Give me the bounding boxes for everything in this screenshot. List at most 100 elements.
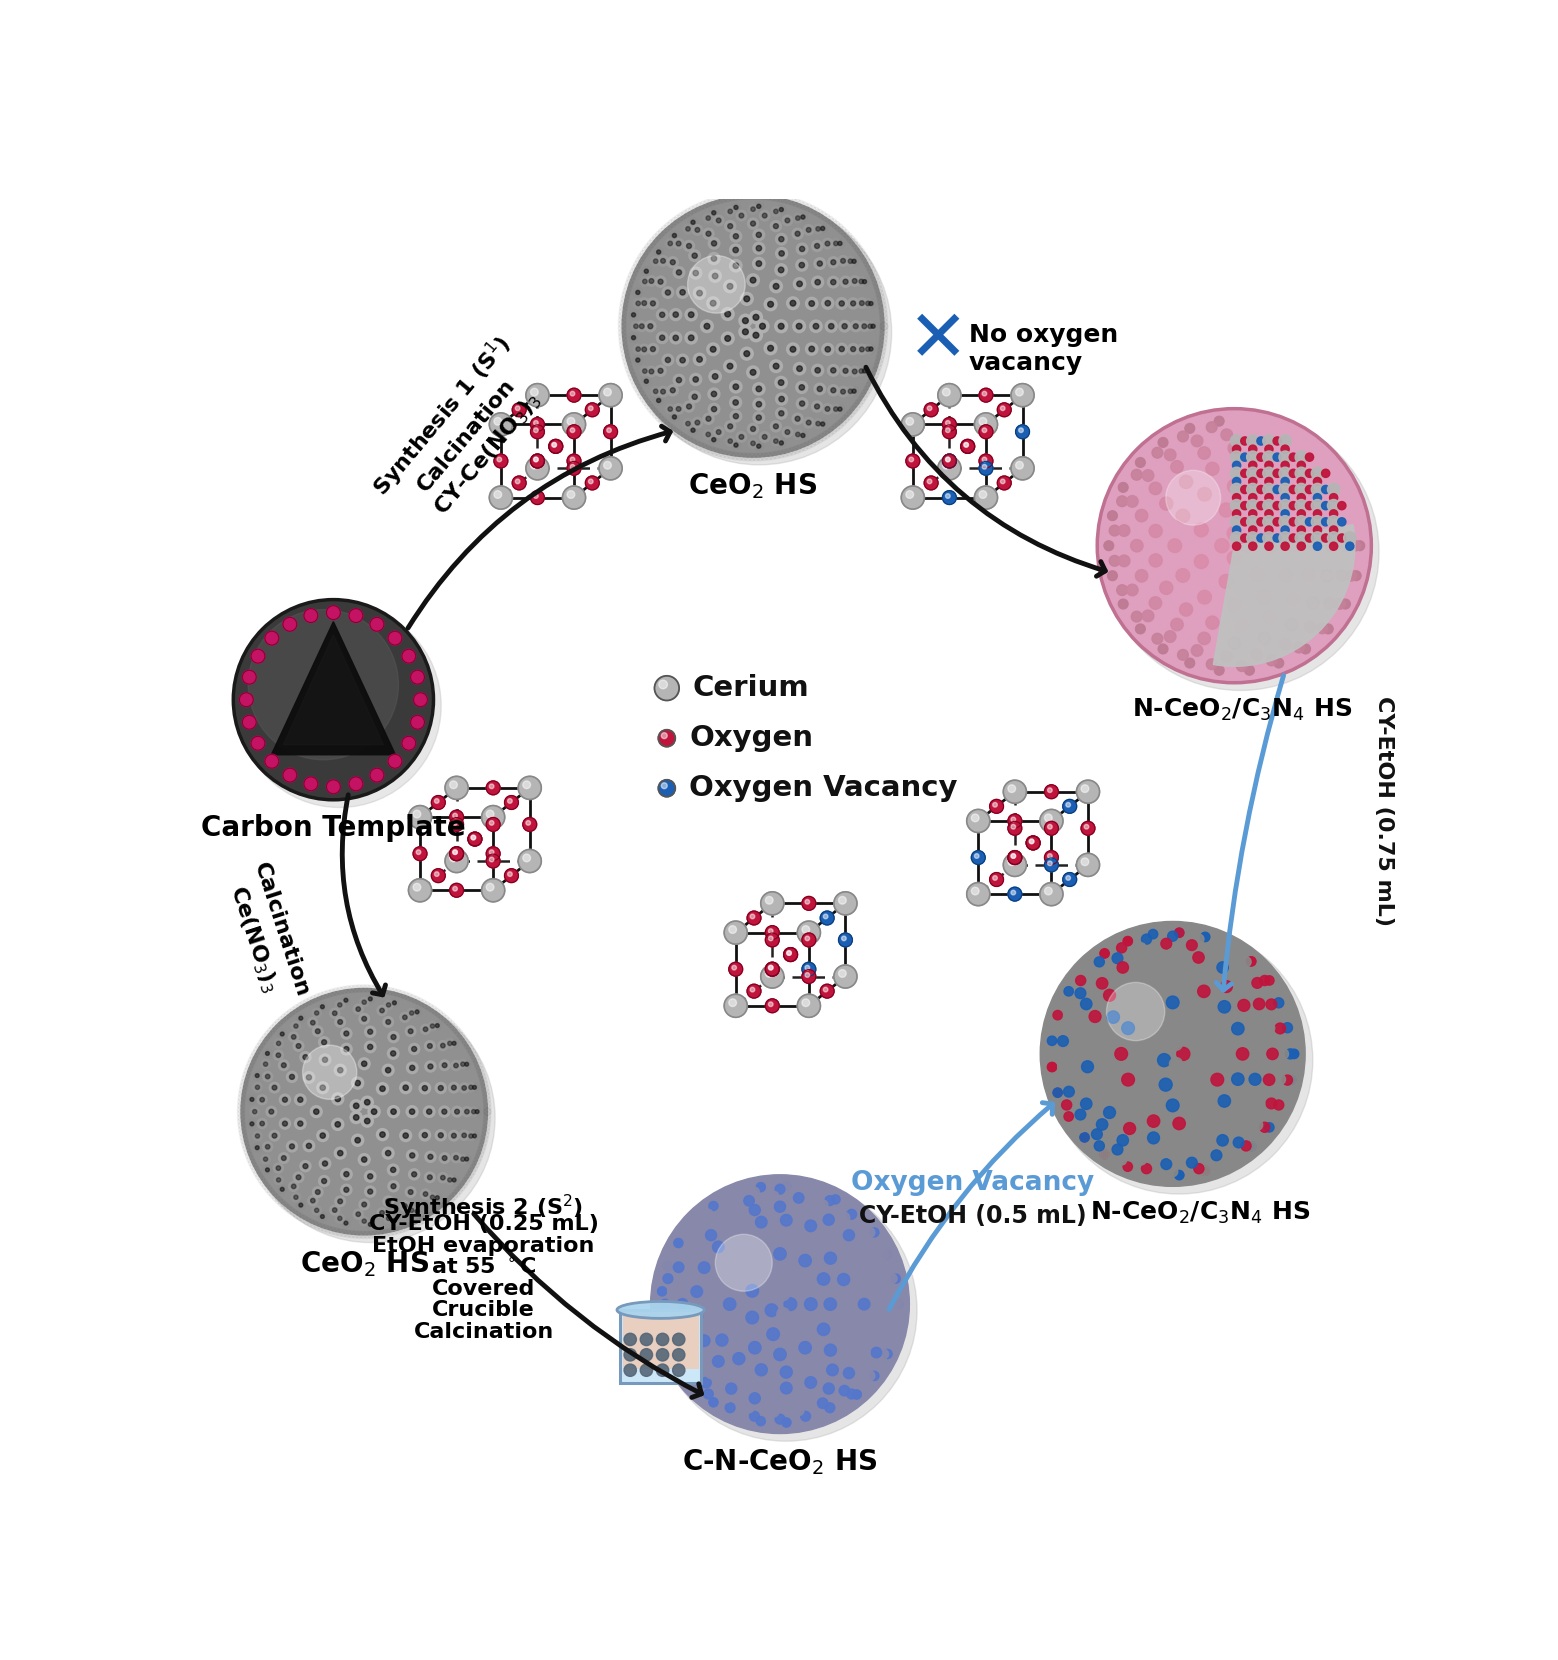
Circle shape bbox=[318, 1223, 326, 1230]
Circle shape bbox=[682, 224, 693, 234]
Circle shape bbox=[438, 1041, 447, 1051]
Circle shape bbox=[1264, 466, 1274, 480]
Circle shape bbox=[280, 1187, 284, 1192]
Circle shape bbox=[793, 199, 801, 208]
Circle shape bbox=[1173, 978, 1186, 991]
Circle shape bbox=[879, 310, 888, 317]
Circle shape bbox=[788, 198, 796, 206]
Circle shape bbox=[385, 1150, 391, 1155]
Circle shape bbox=[1290, 1049, 1298, 1059]
Circle shape bbox=[943, 461, 950, 470]
Circle shape bbox=[1281, 478, 1288, 486]
Circle shape bbox=[432, 795, 446, 810]
Circle shape bbox=[745, 191, 753, 199]
Circle shape bbox=[315, 1029, 319, 1034]
Circle shape bbox=[633, 344, 643, 354]
Circle shape bbox=[709, 208, 718, 217]
Circle shape bbox=[732, 1243, 745, 1255]
Circle shape bbox=[341, 1218, 351, 1227]
Circle shape bbox=[469, 1049, 475, 1056]
Circle shape bbox=[682, 418, 693, 428]
Circle shape bbox=[1140, 1145, 1153, 1155]
Circle shape bbox=[478, 1074, 486, 1081]
Circle shape bbox=[1008, 822, 1022, 835]
Circle shape bbox=[323, 1160, 327, 1165]
Circle shape bbox=[868, 324, 872, 329]
Circle shape bbox=[834, 241, 838, 246]
Circle shape bbox=[732, 1409, 740, 1419]
Circle shape bbox=[1340, 599, 1351, 609]
Circle shape bbox=[1355, 541, 1365, 549]
Circle shape bbox=[435, 1024, 439, 1028]
Circle shape bbox=[375, 986, 382, 993]
Circle shape bbox=[475, 1154, 483, 1160]
Circle shape bbox=[1122, 1023, 1134, 1034]
Circle shape bbox=[449, 1130, 460, 1140]
Circle shape bbox=[1327, 531, 1340, 544]
Circle shape bbox=[813, 224, 823, 234]
Circle shape bbox=[793, 447, 801, 453]
Circle shape bbox=[1053, 1089, 1063, 1097]
Circle shape bbox=[1232, 493, 1240, 501]
Circle shape bbox=[762, 212, 767, 217]
Circle shape bbox=[321, 1004, 324, 1009]
Circle shape bbox=[368, 1174, 372, 1179]
Circle shape bbox=[413, 692, 427, 707]
Circle shape bbox=[756, 232, 762, 237]
Circle shape bbox=[1240, 518, 1250, 526]
Circle shape bbox=[257, 1119, 266, 1129]
Circle shape bbox=[879, 335, 888, 342]
Circle shape bbox=[249, 1097, 254, 1102]
Circle shape bbox=[865, 322, 876, 332]
Circle shape bbox=[1148, 1132, 1159, 1144]
Circle shape bbox=[818, 387, 823, 392]
Circle shape bbox=[1193, 951, 1204, 963]
Circle shape bbox=[390, 998, 399, 1008]
Circle shape bbox=[256, 1074, 259, 1077]
Circle shape bbox=[1264, 516, 1274, 528]
Circle shape bbox=[662, 287, 673, 299]
Circle shape bbox=[603, 425, 617, 438]
Circle shape bbox=[801, 203, 809, 209]
Circle shape bbox=[302, 1046, 357, 1099]
Circle shape bbox=[1105, 541, 1114, 549]
Circle shape bbox=[757, 445, 760, 448]
Circle shape bbox=[880, 322, 888, 330]
Circle shape bbox=[653, 234, 661, 242]
Circle shape bbox=[673, 312, 678, 317]
Circle shape bbox=[481, 1135, 488, 1142]
Circle shape bbox=[318, 1212, 327, 1220]
Circle shape bbox=[840, 1386, 849, 1396]
Circle shape bbox=[693, 377, 698, 382]
Text: Calcination: Calcination bbox=[413, 1321, 553, 1341]
Circle shape bbox=[681, 211, 689, 217]
Circle shape bbox=[276, 1197, 282, 1204]
Circle shape bbox=[294, 1024, 298, 1028]
Circle shape bbox=[391, 1109, 396, 1114]
Circle shape bbox=[640, 1348, 653, 1361]
Circle shape bbox=[332, 1119, 344, 1130]
Circle shape bbox=[710, 347, 717, 352]
Circle shape bbox=[709, 1398, 718, 1408]
Circle shape bbox=[812, 208, 820, 216]
Circle shape bbox=[673, 403, 684, 415]
Circle shape bbox=[765, 969, 773, 978]
Circle shape bbox=[391, 1217, 399, 1225]
Circle shape bbox=[248, 1159, 256, 1167]
Circle shape bbox=[846, 256, 855, 266]
Circle shape bbox=[723, 281, 737, 292]
Circle shape bbox=[774, 1248, 787, 1260]
Circle shape bbox=[288, 1033, 299, 1042]
Circle shape bbox=[1179, 475, 1193, 488]
Circle shape bbox=[661, 784, 667, 788]
Circle shape bbox=[840, 365, 851, 377]
Circle shape bbox=[321, 1215, 324, 1218]
Circle shape bbox=[1317, 622, 1327, 634]
Circle shape bbox=[1288, 485, 1298, 493]
Circle shape bbox=[1288, 518, 1298, 526]
Circle shape bbox=[1053, 1023, 1063, 1033]
Circle shape bbox=[243, 715, 256, 729]
Circle shape bbox=[1175, 1170, 1184, 1180]
Circle shape bbox=[368, 1044, 372, 1049]
Circle shape bbox=[327, 780, 340, 793]
